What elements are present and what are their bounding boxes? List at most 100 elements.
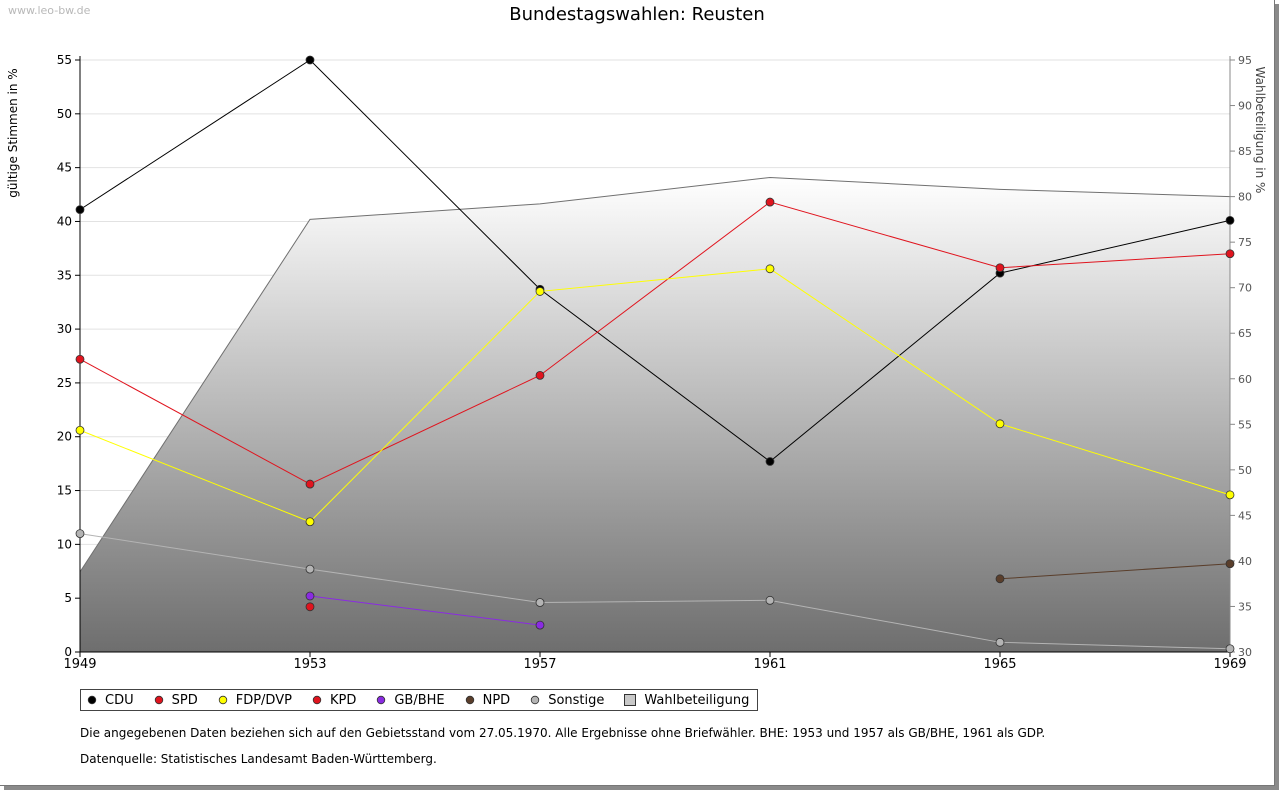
y-axis-label: gültige Stimmen in % (6, 68, 20, 197)
y2-tick-label: 85 (1238, 145, 1252, 158)
legend-item-kpd: KPD (312, 693, 356, 708)
legend-marker-icon (87, 695, 97, 705)
data-point-sonstige (75, 529, 85, 538)
y-tick-label: 10 (57, 537, 72, 551)
legend-marker-icon (377, 695, 386, 705)
data-point-sonstige (765, 595, 775, 605)
y-tick-label: 25 (57, 376, 72, 390)
data-point-cdu (305, 55, 315, 65)
x-tick-label: 1969 (1213, 657, 1246, 672)
series-line-fdp-dvp (79, 268, 1231, 523)
data-point-npd (995, 574, 1005, 584)
chart-plot: 0 5 10 15 20 25 30 35 40 45 50 55 30 35 40 45 50 55 60 65 70… (6, 53, 1267, 672)
turnout-area (80, 177, 1230, 652)
y2-tick-label: 90 (1238, 100, 1252, 113)
data-point-gb-bhe (305, 591, 315, 601)
series-line-sonstige (79, 533, 1231, 650)
data-point-spd (75, 354, 85, 364)
data-point-spd (305, 479, 315, 489)
data-point-cdu (765, 457, 775, 466)
y-tick-label: 45 (57, 161, 72, 175)
turnout-area-layer (79, 176, 1231, 652)
data-point-npd (1225, 559, 1235, 569)
x-tick-label: 1957 (523, 657, 556, 672)
x-tick-label: 1953 (293, 657, 326, 672)
data-point-cdu (1225, 215, 1235, 225)
legend-marker-icon (154, 695, 163, 705)
series-spd (75, 197, 1235, 489)
data-point-kpd (305, 602, 315, 612)
data-point-spd (765, 197, 775, 207)
legend-label: KPD (329, 692, 357, 708)
legend-area-icon (624, 694, 637, 706)
y-tick-label: 15 (57, 484, 72, 498)
series-gb-bhe (305, 591, 545, 630)
data-source-text: Datenquelle: Statistisches Landesamt Bad… (80, 752, 437, 766)
legend-label: NPD (482, 692, 511, 708)
y2-tick-label: 40 (1238, 555, 1252, 568)
axes: 0 5 10 15 20 25 30 35 40 45 50 55 30 35 40 45 50 55 60 65 70… (57, 53, 1252, 672)
series-layer (75, 55, 1235, 654)
legend-item-fdp-dvp: FDP/DVP (218, 693, 292, 708)
data-point-sonstige (305, 564, 315, 574)
series-line-cdu (79, 59, 1231, 463)
data-point-fdp-dvp (1225, 490, 1235, 500)
watermark: www.leo-bw.de (8, 4, 91, 17)
series-kpd (305, 602, 315, 612)
y2-tick-label: 55 (1238, 418, 1252, 431)
legend-item-wahlbeteiligung: Wahlbeteiligung (624, 693, 749, 708)
legend-label: GB/BHE (394, 692, 445, 708)
y2-tick-label: 75 (1238, 236, 1252, 249)
data-point-sonstige (535, 598, 545, 607)
legend-marker-icon (465, 695, 474, 705)
legend-item-gb-bhe: GB/BHE (376, 692, 445, 708)
y-tick-label: 35 (57, 268, 72, 282)
y2-tick-label: 65 (1238, 327, 1252, 340)
data-point-fdp-dvp (305, 517, 315, 527)
data-point-fdp-dvp (765, 264, 775, 274)
y-tick-label: 50 (57, 107, 72, 121)
legend-label: Sonstige (548, 692, 605, 708)
legend-marker-icon (530, 695, 540, 705)
legend-label: FDP/DVP (235, 692, 292, 708)
series-line-spd (79, 201, 1231, 485)
data-point-sonstige (995, 637, 1005, 647)
y-tick-label: 40 (57, 214, 72, 228)
series-sonstige (75, 529, 1235, 654)
x-tick-label: 1965 (983, 657, 1016, 672)
data-point-spd (1225, 249, 1235, 259)
data-point-cdu (75, 205, 85, 215)
x-tick-label: 1949 (63, 657, 96, 672)
legend-item-spd: SPD (154, 693, 198, 708)
data-point-sonstige (1225, 644, 1235, 654)
y-tick-label: 30 (57, 322, 72, 336)
legend-marker-icon (218, 695, 227, 705)
y2-tick-label: 95 (1238, 54, 1252, 67)
y2-tick-label: 35 (1238, 600, 1252, 613)
y-tick-label: 0 (64, 645, 72, 659)
data-point-gb-bhe (535, 620, 545, 630)
y-tick-label: 55 (57, 53, 72, 67)
x-tick-label: 1961 (753, 657, 786, 672)
data-point-fdp-dvp (75, 425, 85, 435)
data-point-spd (535, 370, 545, 380)
y-tick-label: 5 (64, 591, 72, 605)
chart-title: Bundestagswahlen: Reusten (509, 4, 765, 25)
y2-tick-label: 45 (1238, 509, 1252, 522)
legend-label: Wahlbeteiligung (644, 692, 750, 708)
series-line-npd (999, 563, 1231, 580)
turnout-area-edge (79, 176, 1231, 573)
y-tick-label: 20 (57, 430, 72, 444)
legend-label: CDU (105, 692, 134, 708)
legend-label: SPD (171, 692, 198, 708)
y2-tick-label: 70 (1238, 282, 1252, 295)
legend: CDU SPD FDP/DVP KPD GB/BHE NPD Sonstige Wahlbet… (80, 689, 759, 711)
legend-item-npd: NPD (465, 692, 511, 708)
legend-marker-icon (312, 695, 322, 705)
series-fdp-dvp (75, 264, 1235, 527)
data-point-fdp-dvp (995, 419, 1005, 429)
series-line-gb-bhe (309, 595, 541, 626)
legend-item-cdu: CDU (87, 693, 134, 708)
series-npd (995, 559, 1235, 584)
y2-tick-label: 30 (1238, 646, 1252, 659)
